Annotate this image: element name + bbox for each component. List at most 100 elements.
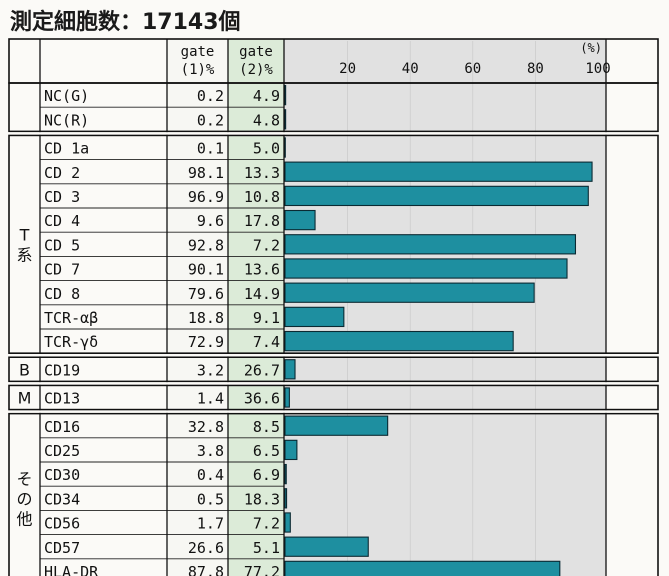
gate1-header-line1: gate (181, 44, 215, 60)
bar (284, 209, 316, 231)
gate2-header-line2: (2)% (239, 62, 273, 78)
gate2-value: 6.5 (253, 442, 280, 460)
bar (284, 415, 389, 436)
gate1-value: 87.8 (188, 563, 224, 576)
marker-label: TCR-αβ (44, 309, 98, 327)
bar (284, 185, 589, 207)
marker-label: CD 3 (44, 188, 80, 206)
bar (284, 512, 291, 533)
group-label: T (19, 225, 30, 244)
gate2-value: 8.5 (253, 418, 280, 436)
gate1-value: 90.1 (188, 261, 224, 279)
marker-label: NC(R) (44, 111, 89, 129)
tick-label: 100 (585, 61, 610, 77)
bar (284, 234, 577, 255)
marker-label: CD57 (44, 539, 80, 557)
gate1-value: 26.6 (188, 539, 224, 557)
bar (284, 109, 287, 130)
marker-label: NC(G) (44, 87, 89, 105)
marker-label: CD 7 (44, 261, 80, 279)
gate2-value: 13.6 (244, 261, 280, 279)
gate2-value: 77.2 (244, 563, 280, 576)
bar (284, 84, 287, 106)
bar (284, 439, 298, 461)
bar (284, 306, 345, 328)
gate1-value: 0.1 (197, 140, 224, 158)
bar (284, 359, 296, 380)
tick-label: 80 (527, 61, 544, 77)
group-label: B (19, 360, 30, 379)
tick-label: 60 (464, 61, 481, 77)
gate2-value: 4.9 (253, 87, 280, 105)
marker-label: CD13 (44, 390, 80, 408)
gate1-value: 3.8 (197, 442, 224, 460)
marker-label: CD25 (44, 442, 80, 460)
gate2-value: 17.8 (244, 212, 280, 230)
bar (284, 560, 561, 576)
gate1-value: 98.1 (188, 164, 224, 182)
group-border (8, 356, 659, 383)
group-gap-cover (8, 132, 659, 135)
marker-label: HLA-DR (44, 563, 99, 576)
group-gap-cover (8, 354, 659, 357)
group-label: 他 (16, 509, 32, 528)
gate1-value: 3.2 (197, 361, 224, 379)
tick-label: 20 (339, 61, 356, 77)
gate1-value: 1.4 (197, 390, 224, 408)
bar (284, 258, 568, 279)
group-label: の (16, 489, 32, 508)
tick-label: 40 (402, 61, 419, 77)
marker-label: CD 2 (44, 164, 80, 182)
group-label: 系 (16, 245, 32, 264)
group-border (8, 134, 659, 354)
gate2-value: 5.1 (253, 539, 280, 557)
bar (284, 161, 593, 182)
bar (284, 488, 288, 509)
bar (284, 282, 535, 303)
marker-label: CD34 (44, 490, 80, 508)
group-label: そ (16, 469, 32, 488)
group-gap-cover (8, 382, 659, 385)
gate1-value: 96.9 (188, 188, 224, 206)
gate1-value: 9.6 (197, 212, 224, 230)
gate2-value: 13.3 (244, 164, 280, 182)
gate2-value: 7.4 (253, 333, 280, 351)
gate1-value: 0.2 (197, 87, 224, 105)
group-border (8, 412, 659, 576)
marker-label: CD30 (44, 466, 80, 484)
marker-label: TCR-γδ (44, 333, 98, 351)
marker-label: CD19 (44, 361, 80, 379)
gate1-value: 79.6 (188, 285, 224, 303)
bar (284, 463, 287, 485)
group-border (8, 384, 659, 411)
gate1-value: 18.8 (188, 309, 224, 327)
bar (284, 330, 514, 352)
marker-label: CD 5 (44, 236, 80, 254)
gate2-value: 14.9 (244, 285, 280, 303)
gate1-value: 0.5 (197, 490, 224, 508)
marker-label: CD16 (44, 418, 80, 436)
chart-title: 測定細胞数：17143個 (10, 10, 241, 35)
marker-label: CD 1a (44, 140, 89, 158)
group-gap-cover (8, 410, 659, 413)
gate1-header-line2: (1)% (181, 62, 215, 78)
gate1-value: 1.7 (197, 515, 224, 533)
gate1-value: 92.8 (188, 236, 224, 254)
gate2-value: 10.8 (244, 188, 280, 206)
gate2-value: 4.8 (253, 111, 280, 129)
gate2-value: 18.3 (244, 490, 280, 508)
gate2-value: 7.2 (253, 515, 280, 533)
gate2-value: 5.0 (253, 140, 280, 158)
bar (284, 387, 290, 408)
gate2-value: 7.2 (253, 236, 280, 254)
marker-label: CD56 (44, 515, 80, 533)
gate1-value: 32.8 (188, 418, 224, 436)
gate2-value: 36.6 (244, 390, 280, 408)
header-border (8, 38, 659, 84)
gate2-value: 6.9 (253, 466, 280, 484)
gate2-value: 26.7 (244, 361, 280, 379)
marker-label: CD 4 (44, 212, 80, 230)
gate1-value: 0.2 (197, 111, 224, 129)
gate1-value: 0.4 (197, 466, 224, 484)
